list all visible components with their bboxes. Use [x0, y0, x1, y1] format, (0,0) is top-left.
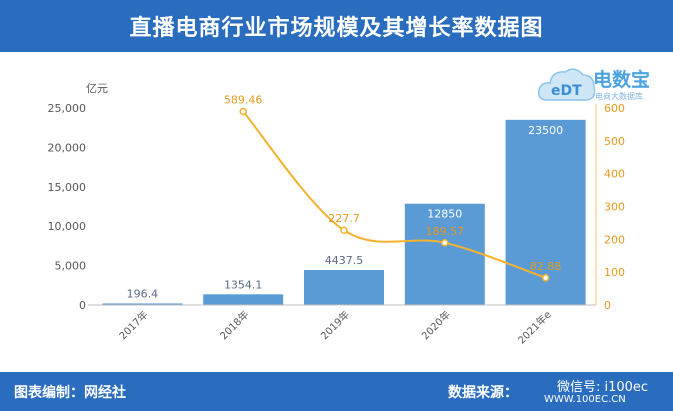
footer-wechat: 微信号: i100ec [557, 380, 649, 395]
growth-rate-line [242, 110, 546, 279]
growth-rate-label: 589.46 [224, 93, 263, 106]
y-left-tick: 25,000 [48, 102, 87, 115]
title-banner: 直播电商行业市场规模及其增长率数据图 [0, 0, 673, 52]
growth-rate-point [441, 239, 449, 247]
bar-data-label: 23500 [528, 124, 563, 137]
y-left-tick: 0 [79, 299, 86, 312]
y-left-tick: 20,000 [48, 141, 87, 154]
y-left-unit: 亿元 [86, 82, 108, 95]
y-right-tick: 400 [604, 168, 625, 181]
bar-data-label: 12850 [427, 208, 462, 221]
growth-rate-label: 189.57 [426, 225, 465, 238]
bar [203, 294, 284, 305]
bar-data-label: 196.4 [127, 287, 159, 300]
y-right-tick: 600 [604, 102, 625, 115]
y-right-tick: 300 [604, 201, 625, 214]
x-category-label: 2021年e [515, 308, 554, 347]
y-right-tick: 0 [604, 299, 611, 312]
x-category-label: 2017年 [116, 308, 150, 342]
growth-rate-point [541, 274, 550, 282]
logo-name: 电数宝 [593, 69, 651, 91]
bar [304, 270, 384, 305]
growth-rate-label: 82.88 [530, 260, 562, 273]
growth-rate-point [239, 107, 247, 116]
y-left-tick: 5,000 [55, 260, 87, 273]
y-right-tick: 500 [604, 135, 625, 148]
growth-rate-label: 227.7 [328, 212, 360, 225]
footer-source: 数据来源： [448, 385, 518, 401]
bar [102, 303, 183, 305]
cloud-logo-icon: eDT [537, 68, 596, 101]
chart-title: 直播电商行业市场规模及其增长率数据图 [129, 16, 544, 41]
x-category-label: 2019年 [318, 308, 352, 342]
bar-data-label: 1354.1 [224, 278, 263, 291]
chart-area: 亿元 0 5,000 10,000 15,000 20,000 25,000 0 100 200 3… [48, 82, 626, 347]
bar-data-label: 4437.5 [325, 254, 364, 267]
x-category-label: 2018年 [217, 308, 251, 342]
y-left-tick: 15,000 [48, 181, 87, 194]
logo-subtitle: 电商大数据库 [595, 92, 643, 101]
y-left-tick: 10,000 [48, 220, 87, 233]
y-right-tick: 100 [604, 266, 625, 279]
x-category-label: 2020年 [419, 308, 453, 342]
growth-rate-point [340, 226, 348, 234]
y-right-tick: 200 [604, 233, 625, 246]
footer-banner: 图表编制：网经社 数据来源： 微信号: i100ec WWW.100EC.CN [0, 372, 673, 411]
footer-site: WWW.100EC.CN [544, 394, 626, 405]
brand-logo: eDT 电数宝 电商大数据库 [537, 62, 669, 108]
svg-text:eDT: eDT [551, 83, 582, 99]
bar [404, 203, 485, 305]
footer-editor: 图表编制：网经社 [14, 385, 126, 401]
